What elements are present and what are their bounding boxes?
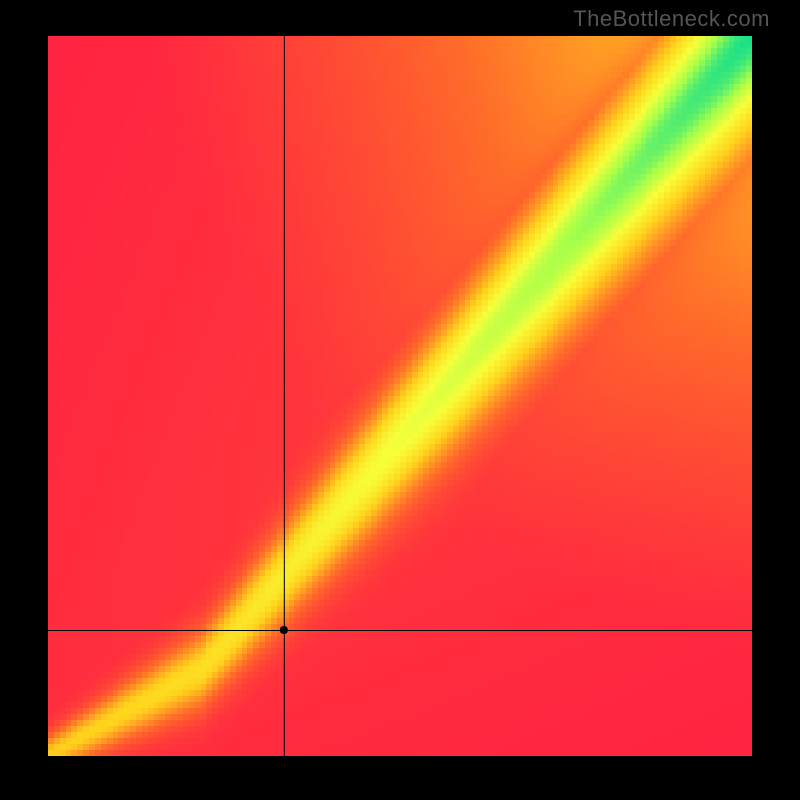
watermark-text: TheBottleneck.com: [573, 6, 770, 32]
bottleneck-heatmap: [48, 36, 752, 756]
chart-container: TheBottleneck.com: [0, 0, 800, 800]
